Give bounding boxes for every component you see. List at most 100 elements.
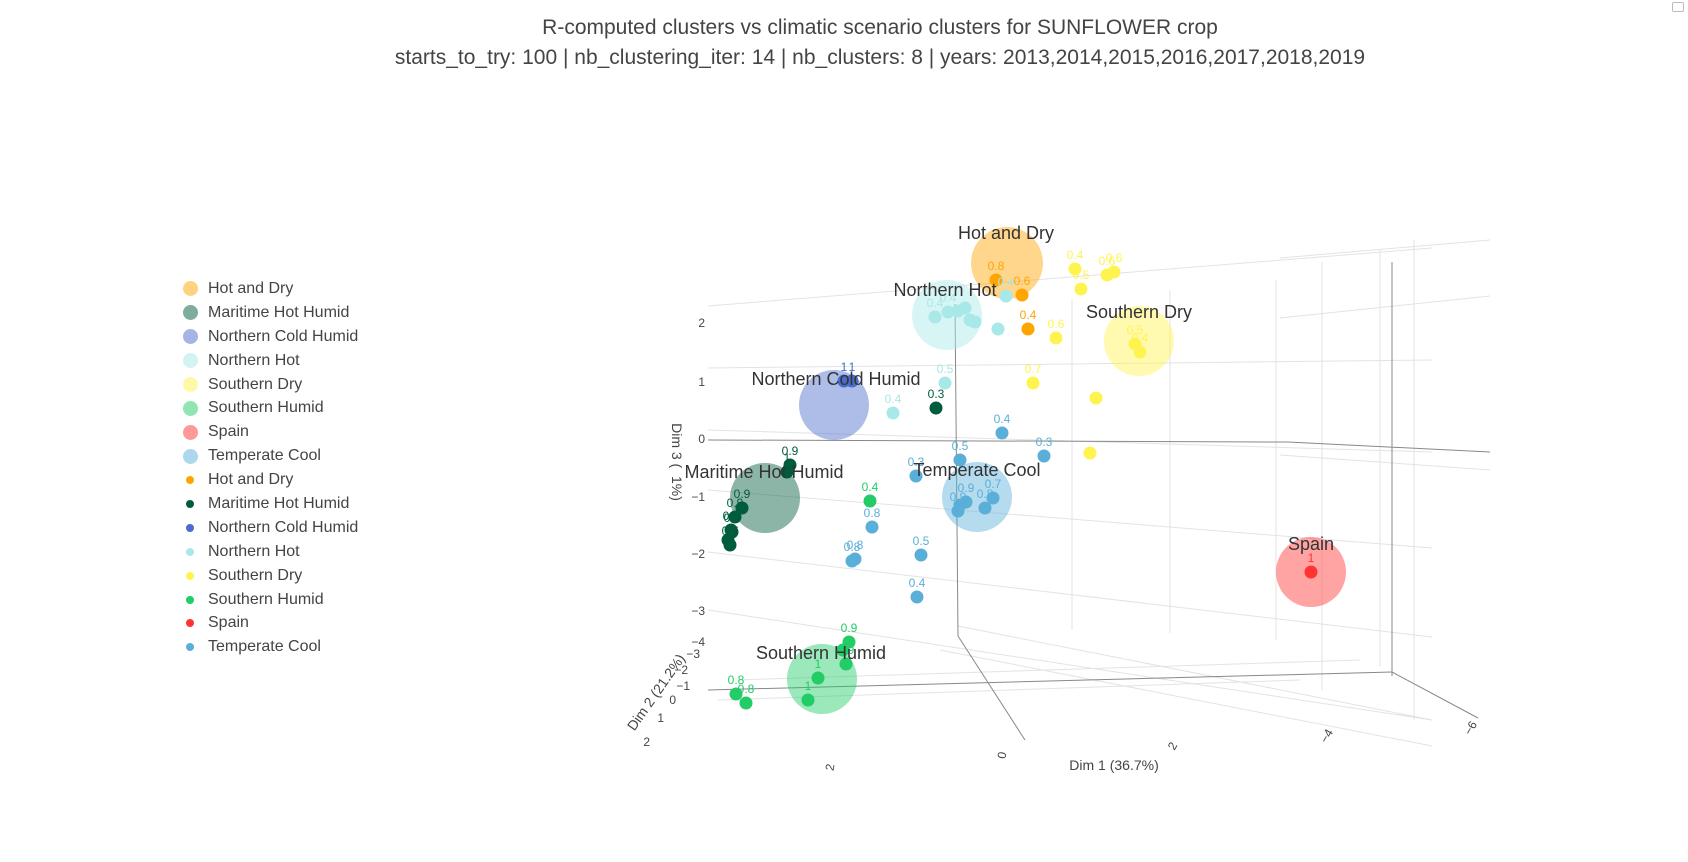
legend-point-marker (186, 643, 194, 652)
data-point-label: 1 (805, 679, 812, 693)
data-point (991, 322, 1005, 336)
data-point-label: 0.3 (1036, 435, 1053, 449)
data-point (728, 510, 742, 524)
scene-grid (707, 239, 1491, 747)
legend-item[interactable]: Maritime Hot Humid (172, 301, 358, 325)
legend-label: Spain (208, 423, 249, 441)
data-point (986, 491, 1000, 505)
legend-item[interactable]: Temperate Cool (172, 635, 358, 659)
data-point-label: 0.7 (1025, 362, 1042, 376)
legend: Hot and Dry Maritime Hot Humid Northern Co… (172, 277, 358, 659)
legend-item[interactable]: Southern Dry (172, 564, 358, 588)
data-point (999, 289, 1013, 303)
axis-x-tick: 2 (823, 762, 838, 771)
legend-item[interactable]: Spain (172, 420, 358, 444)
legend-item[interactable]: Southern Dry (172, 373, 358, 397)
data-point-label: 0.8 (988, 259, 1005, 273)
legend-label: Hot and Dry (208, 471, 294, 489)
legend-label: Spain (208, 614, 249, 632)
data-point (739, 696, 753, 710)
legend-item[interactable]: Southern Humid (172, 396, 358, 420)
axis-x-tick: 0 (995, 750, 1010, 759)
grid-line (1279, 239, 1491, 259)
data-point (953, 498, 967, 512)
data-point (1074, 282, 1088, 296)
legend-point-marker (186, 523, 194, 532)
data-point-label: 1 (849, 360, 856, 374)
grid-line (707, 609, 1433, 721)
data-point (801, 693, 815, 707)
grid-line (707, 551, 1433, 638)
data-point-label: 0.4 (940, 291, 957, 305)
data-point-label: 0.4 (862, 480, 879, 494)
legend-label: Maritime Hot Humid (208, 303, 350, 321)
data-point (845, 374, 859, 388)
data-point-label: 0.8 (844, 540, 861, 554)
data-point-label: 0.4 (909, 576, 926, 590)
data-point-label: 1 (841, 360, 848, 374)
data-point (1037, 449, 1051, 463)
legend-centroid-marker (182, 424, 198, 440)
legend-centroid-marker (182, 400, 198, 416)
legend-item[interactable]: Hot and Dry (172, 468, 358, 492)
legend-item[interactable]: Northern Cold Humid (172, 516, 358, 540)
data-point (729, 687, 743, 701)
legend-item[interactable]: Spain (172, 611, 358, 635)
legend-item[interactable]: Northern Hot (172, 349, 358, 373)
data-point (1107, 265, 1121, 279)
data-point (836, 643, 850, 657)
data-point-label: 0.9 (782, 444, 799, 458)
data-point (909, 469, 923, 483)
centroid-labels: Hot and Dry Northern Hot Southern Dry North… (684, 223, 1334, 663)
data-point-label: 0.4 (927, 296, 944, 310)
data-point (953, 453, 967, 467)
legend-centroid-marker (182, 353, 198, 369)
legend-label: Maritime Hot Humid (208, 494, 350, 512)
data-point-label: 0.6 (1048, 317, 1065, 331)
data-point-label: 0.9 (727, 496, 744, 510)
axis-z-tick: −1 (691, 490, 705, 504)
legend-label: Temperate Cool (208, 447, 321, 465)
legend-item[interactable]: Northern Cold Humid (172, 325, 358, 349)
data-point-label: 0.9 (734, 487, 751, 501)
data-point-label: 1 (815, 657, 822, 671)
legend-item[interactable]: Maritime Hot Humid (172, 492, 358, 516)
legend-item[interactable]: Southern Humid (172, 588, 358, 612)
legend-label: Northern Hot (208, 351, 300, 369)
data-point (1089, 391, 1103, 405)
axis-line (707, 671, 1393, 691)
legend-item[interactable]: Hot and Dry (172, 277, 358, 301)
data-point (910, 590, 924, 604)
data-point (886, 406, 900, 420)
data-point-label: 0.9 (958, 481, 975, 495)
data-point-label: 0.3 (908, 455, 925, 469)
centroid-label: Southern Humid (756, 643, 886, 663)
legend-point-marker (186, 547, 194, 556)
axis-z-tick: 1 (698, 375, 705, 389)
grid-line (707, 359, 1433, 369)
axis-z-tick: −2 (691, 547, 705, 561)
data-point (725, 525, 739, 539)
data-point (1049, 331, 1063, 345)
axis-z-tick: 0 (698, 432, 705, 446)
data-point (995, 426, 1009, 440)
data-point-label: 0.5 (1073, 268, 1090, 282)
legend-item[interactable]: Northern Hot (172, 540, 358, 564)
data-point (723, 538, 737, 552)
data-point (929, 401, 943, 415)
axis-y-tick: −2 (674, 663, 688, 677)
legend-item[interactable]: Temperate Cool (172, 444, 358, 468)
camera-icon[interactable] (1672, 2, 1684, 12)
legend-label: Southern Dry (208, 566, 303, 584)
data-point (1304, 565, 1318, 579)
data-point-label: 0.4 (1132, 331, 1149, 345)
axis-line (1391, 671, 1479, 719)
centroid-label: Spain (1288, 534, 1334, 554)
data-point (978, 501, 992, 515)
data-point (989, 273, 1003, 287)
centroid-label: Hot and Dry (958, 223, 1054, 243)
grid-line (1279, 454, 1491, 471)
grid-line (707, 247, 1433, 307)
data-point (914, 548, 928, 562)
